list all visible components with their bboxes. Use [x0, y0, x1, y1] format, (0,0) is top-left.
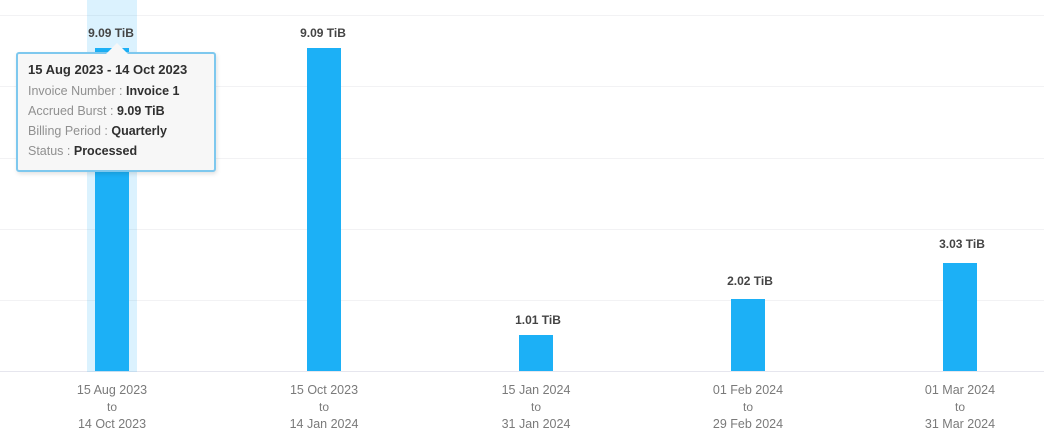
bar-value-label: 9.09 TiB — [88, 26, 134, 40]
x-tick-start: 15 Aug 2023 — [76, 383, 148, 397]
x-tick-connector: to — [106, 400, 117, 414]
tooltip-row-billing-period: Billing Period : Quarterly — [28, 121, 204, 141]
x-tick-end: 31 Mar 2024 — [924, 417, 996, 431]
x-tick-start: 01 Mar 2024 — [924, 383, 996, 397]
x-tick-end: 31 Jan 2024 — [501, 417, 571, 431]
tooltip-label: Accrued Burst : — [28, 104, 117, 118]
x-tick-start: 15 Oct 2023 — [289, 383, 359, 397]
x-tick-start: 01 Feb 2024 — [712, 383, 784, 397]
gridline — [0, 158, 1044, 159]
x-tick-connector: to — [742, 400, 753, 414]
bar-tooltip: 15 Aug 2023 - 14 Oct 2023 Invoice Number… — [16, 43, 216, 172]
bar-01-feb-2024-29-feb-2024[interactable] — [731, 299, 765, 371]
tooltip-arrow-icon — [106, 43, 128, 54]
x-tick-connector: to — [530, 400, 541, 414]
gridline — [0, 229, 1044, 230]
x-axis-tick-0: 15 Aug 2023 to 14 Oct 2023 — [27, 382, 197, 433]
tooltip-row-invoice-number: Invoice Number : Invoice 1 — [28, 81, 204, 101]
x-tick-end: 14 Jan 2024 — [289, 417, 359, 431]
bar-value-label: 2.02 TiB — [727, 274, 773, 288]
gridline — [0, 15, 1044, 16]
x-tick-connector: to — [318, 400, 329, 414]
x-axis: 15 Aug 2023 to 14 Oct 2023 15 Oct 2023 t… — [0, 372, 1044, 448]
x-tick-end: 29 Feb 2024 — [712, 417, 784, 431]
x-tick-connector: to — [954, 400, 965, 414]
gridline — [0, 86, 1044, 87]
x-axis-tick-3: 01 Feb 2024 to 29 Feb 2024 — [663, 382, 833, 433]
plot-area: 9.09 TiB 9.09 TiB 1.01 TiB 2.02 TiB 3.03… — [0, 0, 1044, 372]
tooltip-label: Billing Period : — [28, 124, 112, 138]
x-tick-start: 15 Jan 2024 — [501, 383, 571, 397]
tooltip-value: 9.09 TiB — [116, 104, 165, 118]
tooltip-row-status: Status : Processed — [28, 141, 204, 161]
x-axis-baseline — [0, 371, 1044, 372]
x-axis-tick-4: 01 Mar 2024 to 31 Mar 2024 — [875, 382, 1044, 433]
tooltip-value: Processed — [73, 144, 138, 158]
bar-value-label: 3.03 TiB — [939, 237, 985, 251]
bar-15-jan-2024-31-jan-2024[interactable] — [519, 335, 553, 371]
tooltip-value: Quarterly — [111, 124, 167, 138]
tooltip-label: Invoice Number : — [28, 84, 126, 98]
bar-value-label: 9.09 TiB — [300, 26, 346, 40]
bar-value-label: 1.01 TiB — [515, 313, 561, 327]
bar-01-mar-2024-31-mar-2024[interactable] — [943, 263, 977, 371]
tooltip-value: Invoice 1 — [125, 84, 180, 98]
tooltip-title: 15 Aug 2023 - 14 Oct 2023 — [28, 62, 188, 77]
x-axis-tick-2: 15 Jan 2024 to 31 Jan 2024 — [451, 382, 621, 433]
x-axis-tick-1: 15 Oct 2023 to 14 Jan 2024 — [239, 382, 409, 433]
tooltip-label: Status : — [28, 144, 74, 158]
tooltip-row-accrued-burst: Accrued Burst : 9.09 TiB — [28, 101, 204, 121]
gridline — [0, 300, 1044, 301]
x-tick-end: 14 Oct 2023 — [77, 417, 147, 431]
bar-15-oct-2023-14-jan-2024[interactable] — [307, 48, 341, 371]
